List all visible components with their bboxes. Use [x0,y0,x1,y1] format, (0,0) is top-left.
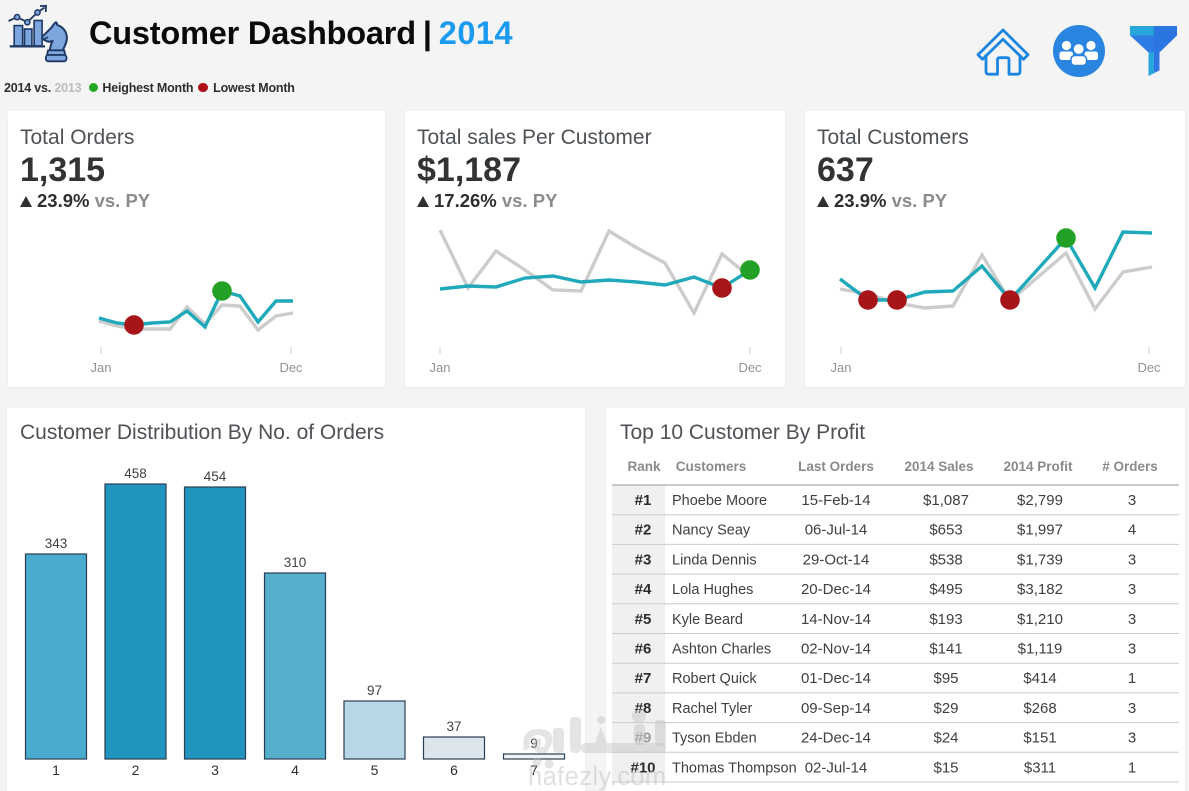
svg-text:$414: $414 [1023,670,1056,687]
svg-text:#2: #2 [635,522,652,539]
svg-text:9: 9 [530,736,538,751]
svg-text:15-Feb-14: 15-Feb-14 [801,492,870,509]
svg-text:$24: $24 [933,730,958,747]
svg-text:02-Nov-14: 02-Nov-14 [801,641,871,658]
svg-text:310: 310 [284,555,307,570]
svg-text:Rank: Rank [627,459,661,474]
svg-text:#6: #6 [635,641,652,658]
svg-text:01-Dec-14: 01-Dec-14 [801,670,871,687]
svg-text:$3,182: $3,182 [1017,581,1063,598]
svg-text:Nancy Seay: Nancy Seay [672,523,751,539]
svg-text:1: 1 [1128,670,1136,687]
svg-text:$1,119: $1,119 [1018,641,1063,658]
svg-text:Thomas Thompson: Thomas Thompson [672,760,797,776]
svg-text:14-Nov-14: 14-Nov-14 [801,611,871,628]
svg-text:3: 3 [1128,551,1136,568]
svg-text:$15: $15 [933,759,958,776]
svg-text:$141: $141 [929,641,962,658]
svg-text:Kyle Beard: Kyle Beard [672,612,743,628]
svg-text:Ashton Charles: Ashton Charles [672,642,771,658]
svg-text:09-Sep-14: 09-Sep-14 [801,700,871,717]
svg-text:Lola Hughes: Lola Hughes [672,582,753,598]
svg-text:Jan: Jan [91,360,112,375]
svg-text:20-Dec-14: 20-Dec-14 [801,581,871,598]
svg-text:7: 7 [530,762,538,778]
svg-text:#9: #9 [635,730,652,747]
svg-text:3: 3 [1128,492,1136,509]
svg-text:$495: $495 [929,581,962,598]
svg-text:Phoebe Moore: Phoebe Moore [672,493,767,509]
svg-text:Last Orders: Last Orders [798,459,874,474]
svg-text:$1,210: $1,210 [1017,611,1063,628]
svg-text:5: 5 [371,762,379,778]
svg-text:Robert Quick: Robert Quick [672,671,757,687]
svg-text:$538: $538 [929,551,962,568]
svg-text:$2,799: $2,799 [1017,492,1063,509]
svg-text:3: 3 [1128,641,1136,658]
svg-text:06-Jul-14: 06-Jul-14 [805,522,868,539]
svg-text:$1,739: $1,739 [1017,551,1063,568]
svg-text:4: 4 [1128,522,1136,539]
svg-text:$193: $193 [929,611,962,628]
svg-text:2014 Sales: 2014 Sales [904,459,973,474]
svg-text:Rachel Tyler: Rachel Tyler [672,701,752,717]
svg-text:$29: $29 [933,700,958,717]
svg-text:343: 343 [45,536,68,551]
svg-text:Dec: Dec [1137,360,1161,375]
svg-text:3: 3 [1128,700,1136,717]
svg-text:454: 454 [204,469,227,484]
svg-text:$151: $151 [1023,730,1056,747]
svg-text:2: 2 [132,762,140,778]
svg-text:$311: $311 [1024,759,1056,776]
svg-text:$268: $268 [1023,700,1056,717]
svg-text:Tyson Ebden: Tyson Ebden [672,731,757,747]
svg-text:#7: #7 [635,670,652,687]
svg-text:37: 37 [446,719,461,734]
svg-text:#5: #5 [635,611,652,628]
svg-text:Linda Dennis: Linda Dennis [672,552,757,568]
svg-text:1: 1 [1128,759,1136,776]
svg-text:458: 458 [124,466,147,481]
svg-text:Dec: Dec [738,360,762,375]
svg-text:29-Oct-14: 29-Oct-14 [803,551,870,568]
svg-text:$1,087: $1,087 [923,492,969,509]
svg-text:#3: #3 [635,551,652,568]
svg-text:#8: #8 [635,700,652,717]
svg-text:6: 6 [450,762,458,778]
svg-text:#10: #10 [630,759,655,776]
svg-text:Customers: Customers [676,459,747,474]
svg-text:3: 3 [1128,581,1136,598]
svg-text:#1: #1 [635,492,652,509]
svg-text:3: 3 [211,762,219,778]
svg-text:3: 3 [1128,730,1136,747]
svg-text:3: 3 [1128,611,1136,628]
svg-text:$1,997: $1,997 [1017,522,1063,539]
svg-text:Jan: Jan [430,360,451,375]
svg-text:2014 Profit: 2014 Profit [1003,459,1073,474]
svg-text:4: 4 [291,762,299,778]
svg-text:97: 97 [367,683,382,698]
svg-text:24-Dec-14: 24-Dec-14 [801,730,871,747]
svg-text:Jan: Jan [831,360,852,375]
svg-text:Dec: Dec [279,360,303,375]
svg-text:#4: #4 [635,581,652,598]
svg-text:$95: $95 [933,670,958,687]
svg-text:$653: $653 [929,522,962,539]
svg-text:1: 1 [52,762,60,778]
svg-text:# Orders: # Orders [1102,459,1158,474]
svg-text:02-Jul-14: 02-Jul-14 [805,759,868,776]
